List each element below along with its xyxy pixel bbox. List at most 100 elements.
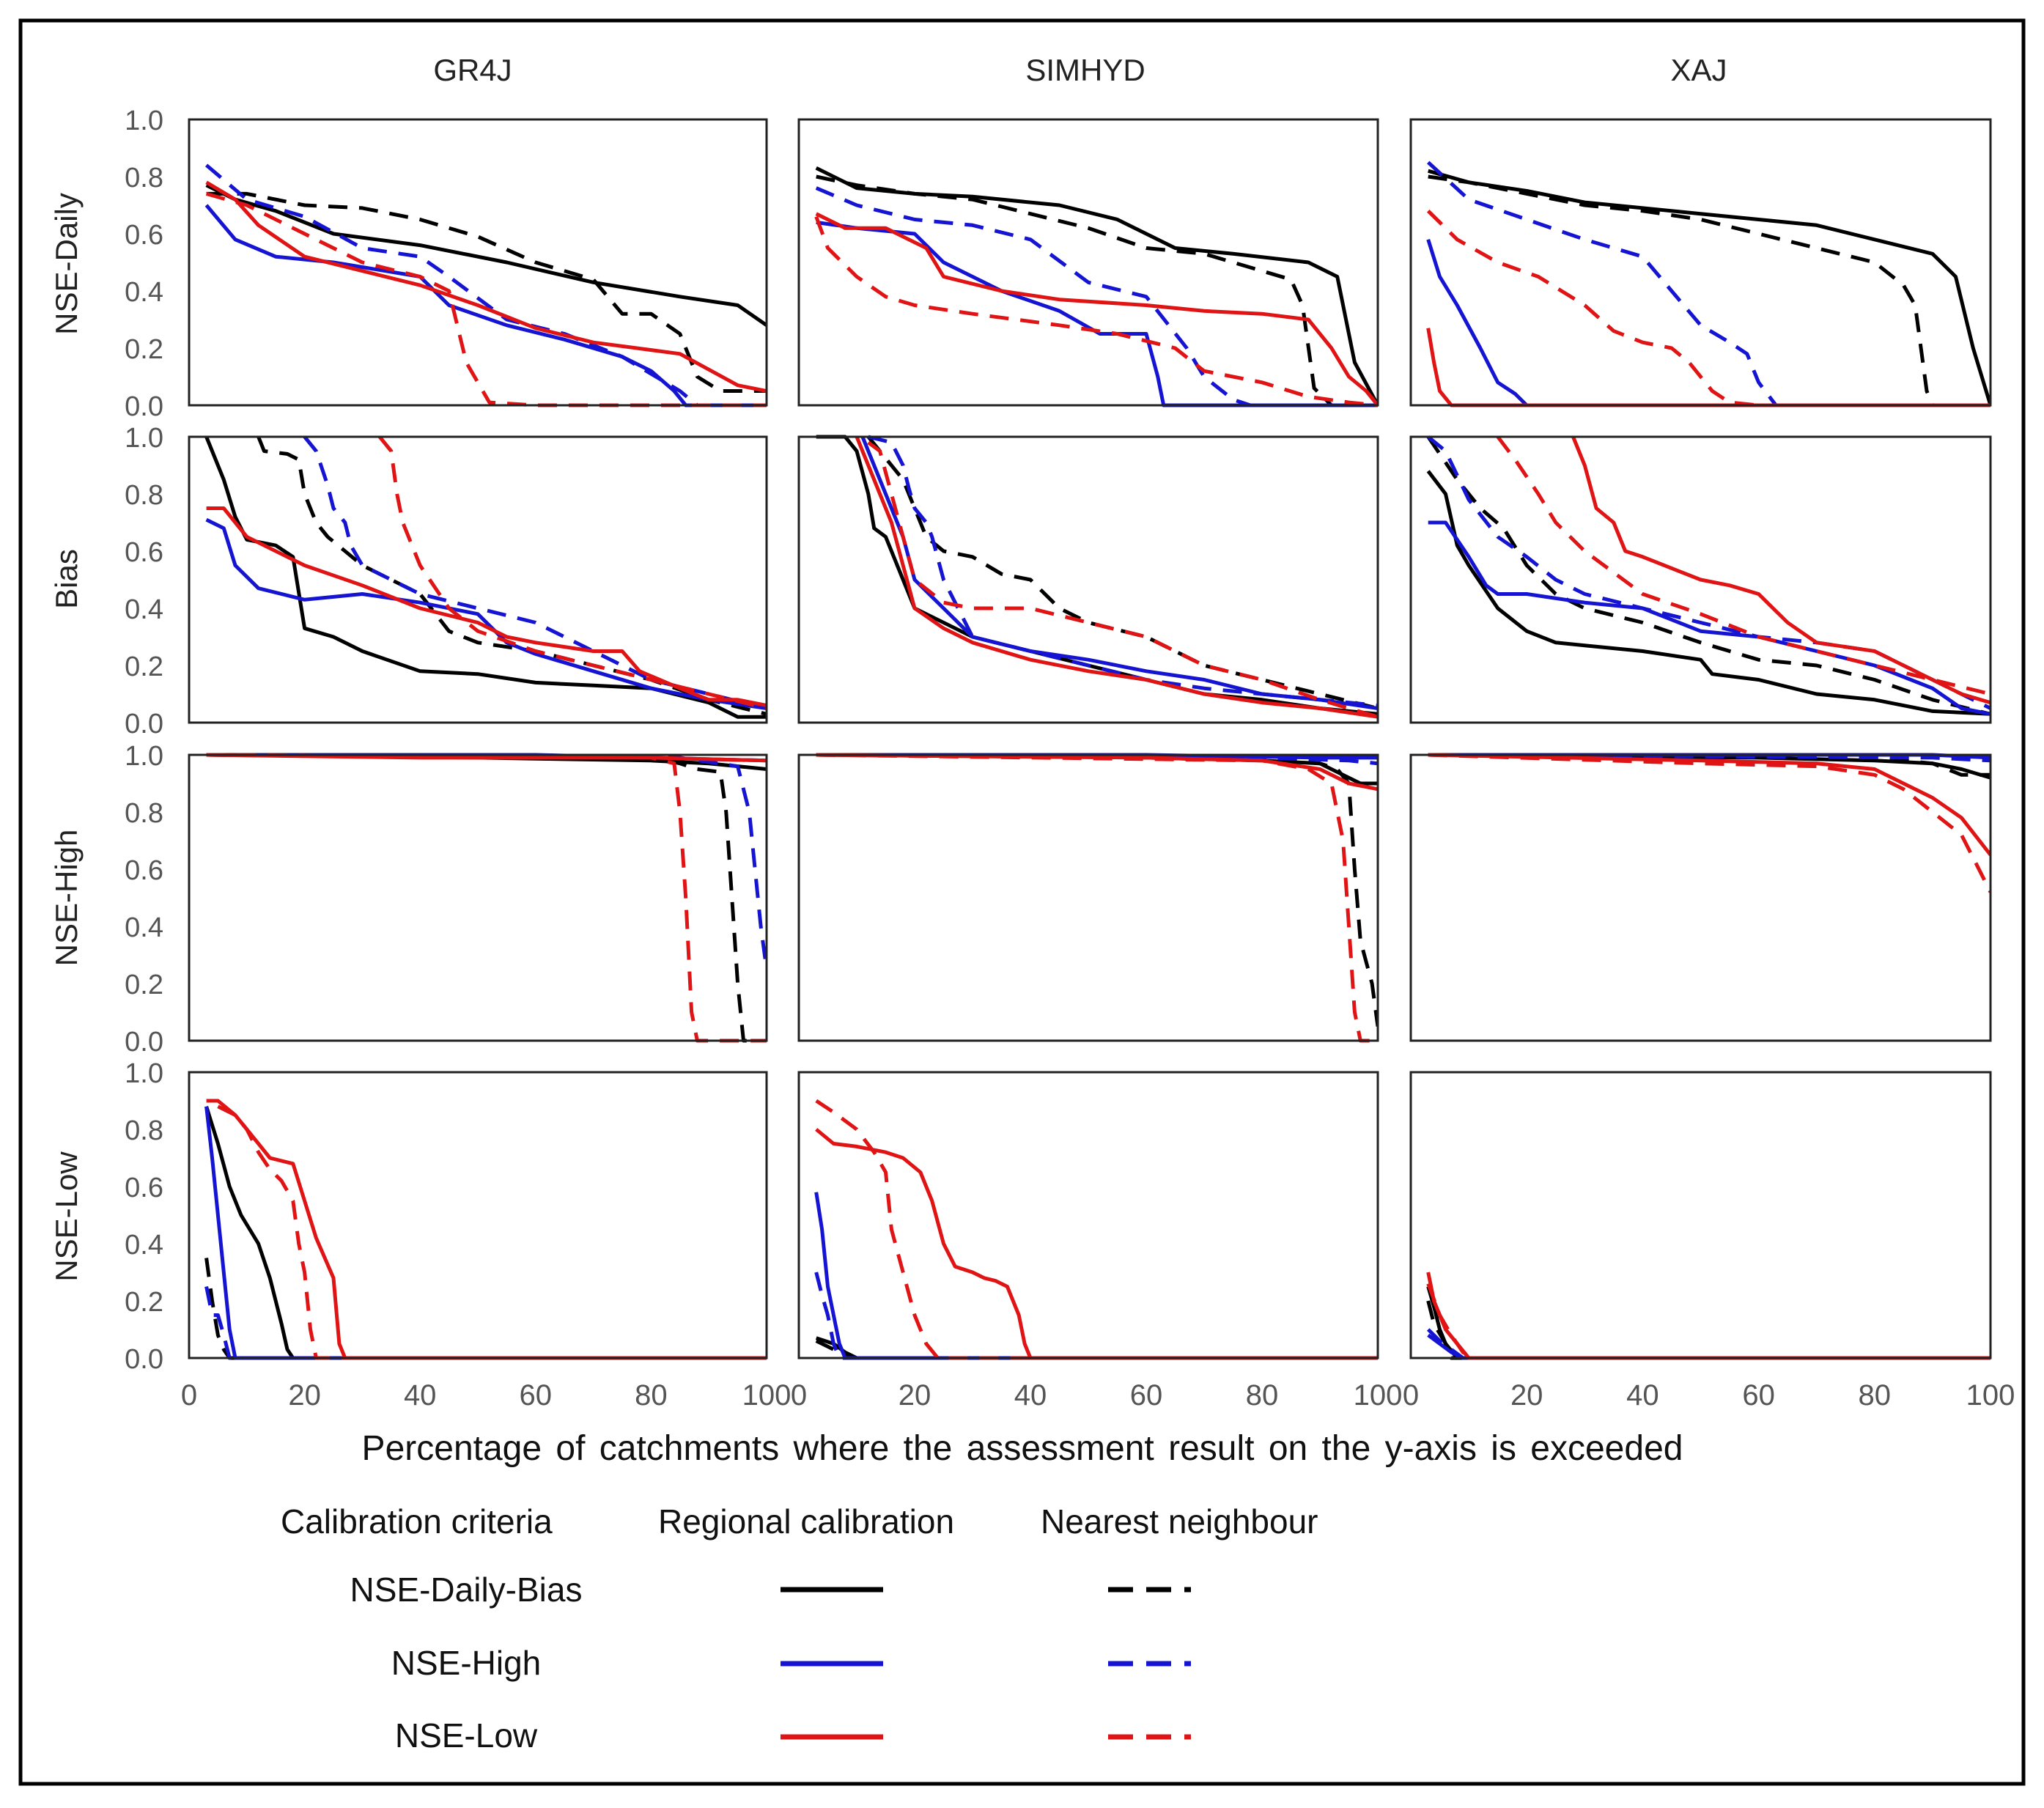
y-tick-label: 1.0 [125,741,163,772]
y-tick-label: 0.8 [125,798,163,829]
series-line-nse-high-regional [860,436,1378,710]
panel-nse-daily-gr4j [188,118,768,407]
column-title-simhyd: SIMHYD [1025,53,1145,87]
y-tick-label: 0.6 [125,537,163,568]
series-line-nse-low-regional [206,506,767,708]
series-line-nse-daily-bias-nearest [1428,753,1990,777]
y-tick-label: 1.0 [125,106,163,136]
row-title-nse-daily: NSE-Daily [49,193,84,335]
series-line-nse-daily-bias-nearest [1428,174,1990,407]
x-tick-label: 80 [635,1379,668,1412]
y-tick-label: 0.4 [125,912,163,943]
column-title-xaj: XAJ [1670,53,1727,87]
series-line-nse-high-nearest [815,186,1378,407]
series-line-nse-daily-bias-nearest [866,435,1378,710]
y-tick-label: 0.8 [125,163,163,193]
legend-header-regional: Regional calibration [658,1502,954,1541]
panel-frame [1409,118,1992,407]
x-tick-label: 100 [1966,1379,2015,1412]
series-line-nse-high-nearest [1427,160,1990,407]
series-line-nse-low-nearest [1428,753,1990,893]
panel-frame [1409,1071,1992,1359]
series-line-nse-daily-bias-nearest [815,1339,1378,1360]
y-tick-label: 0.2 [125,334,163,365]
y-tick-label: 0.8 [125,1115,163,1146]
panel-frame [188,435,768,724]
series-line-nse-low-nearest [378,435,767,710]
panel-frame [797,753,1379,1042]
panel-frame [797,1071,1379,1359]
panel-bias-simhyd [797,435,1379,724]
legend-label-nse-daily-bias: NSE-Daily-Bias [350,1571,583,1609]
panels [188,118,1992,1360]
series-line-nse-high-regional [1426,239,1990,407]
panel-frame [188,1071,768,1359]
panel-nse-high-gr4j [188,753,768,1043]
panel-frame [797,118,1379,407]
y-tick-label: 0.4 [125,594,163,625]
x-tick-label: 80 [1246,1379,1279,1412]
y-axis-tick-labels: 0.00.20.40.60.81.00.00.20.40.60.81.00.00… [125,106,163,1375]
y-tick-label: 0.6 [125,855,163,886]
series-line-nse-daily-bias-nearest [1426,435,1990,716]
series-line-nse-daily-bias-regional [204,1106,767,1360]
column-title-gr4j: GR4J [433,53,512,87]
series-line-nse-low-regional [206,1099,767,1360]
x-tick-label: 100 [1354,1379,1403,1412]
panel-frame [1409,435,1992,724]
y-tick-label: 0.2 [125,970,163,1000]
panel-frame [1409,753,1992,1042]
series-line-nse-daily-bias-regional [205,183,767,327]
y-tick-label: 0.0 [125,1027,163,1058]
series-line-nse-low-nearest [814,215,1378,407]
series-line-nse-daily-bias-nearest [1426,1300,1990,1360]
y-tick-label: 0.2 [125,652,163,682]
series-line-nse-daily-bias-nearest [206,753,767,1043]
series-line-nse-low-regional [1571,436,1990,705]
x-axis-label: Percentage of catchments where the asses… [362,1429,1683,1468]
series-line-nse-daily-bias-regional [1428,169,1990,406]
x-tick-label: 0 [181,1379,197,1412]
panel-nse-low-simhyd [797,1071,1379,1360]
y-tick-label: 0.2 [125,1287,163,1318]
row-title-bias: Bias [49,549,84,609]
panel-nse-daily-simhyd [797,118,1379,407]
panel-nse-high-xaj [1409,753,1992,1042]
y-tick-label: 1.0 [125,423,163,454]
series-line-nse-high-nearest [204,163,767,407]
series-line-nse-low-nearest [816,753,1378,1043]
panel-nse-low-xaj [1409,1071,1992,1360]
panel-nse-daily-xaj [1409,118,1992,407]
panel-frame [797,435,1379,724]
series-line-nse-low-regional [1428,753,1990,857]
x-tick-label: 20 [1510,1379,1543,1412]
x-tick-label: 80 [1859,1379,1892,1412]
x-tick-label: 100 [742,1379,792,1412]
y-tick-label: 0.4 [125,277,163,308]
series-line-nse-low-nearest [205,191,767,407]
x-tick-label: 40 [1626,1379,1659,1412]
series-line-nse-low-nearest [1426,210,1990,407]
legend-label-nse-low: NSE-Low [395,1716,538,1755]
series-line-nse-high-regional [204,204,767,407]
series-line-nse-low-regional [205,180,767,393]
x-tick-label: 60 [1742,1379,1775,1412]
legend-header-criteria: Calibration criteria [281,1502,553,1541]
x-tick-label: 40 [1014,1379,1047,1412]
row-title-nse-high: NSE-High [49,830,84,967]
x-tick-label: 0 [791,1379,807,1412]
panel-frame [188,753,768,1042]
series-line-nse-high-nearest [303,435,767,710]
y-tick-label: 0.6 [125,220,163,251]
x-tick-label: 40 [404,1379,437,1412]
x-tick-label: 60 [1130,1379,1163,1412]
x-tick-label: 20 [899,1379,931,1412]
x-tick-label: 60 [520,1379,553,1412]
y-tick-label: 0.8 [125,480,163,511]
series-line-nse-low-regional [855,436,1378,719]
series-line-nse-high-nearest [1427,435,1990,710]
series-line-nse-daily-bias-nearest [816,174,1378,407]
panel-nse-low-gr4j [188,1071,768,1360]
